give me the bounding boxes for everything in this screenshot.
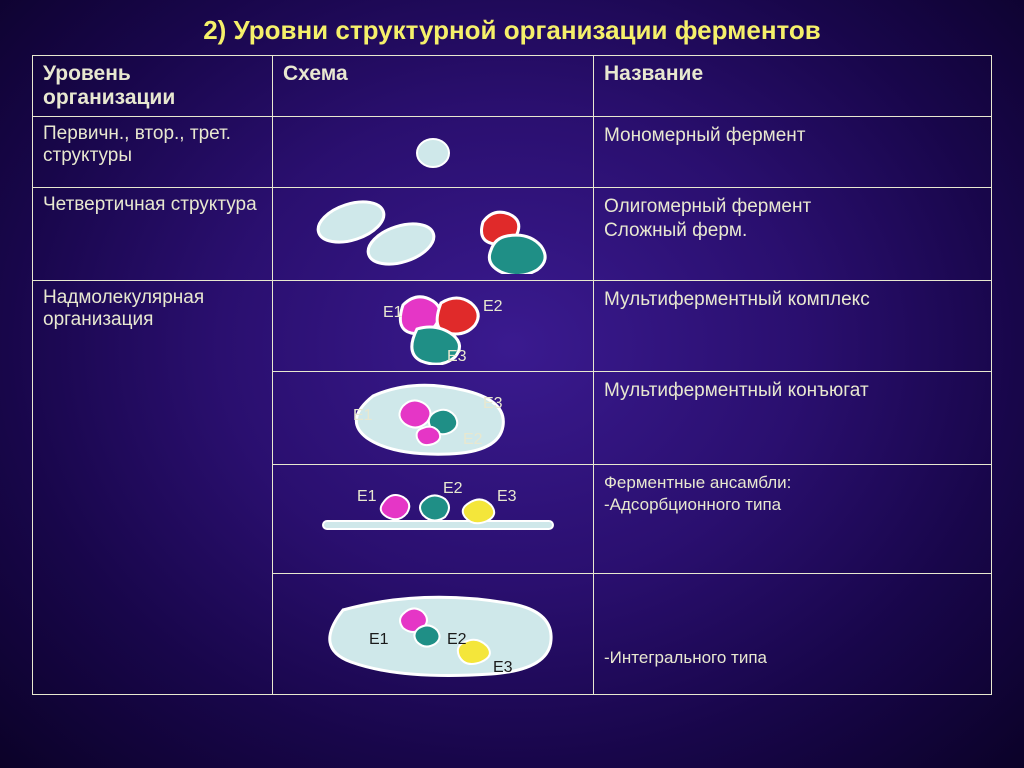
- level-cell: Четвертичная структура: [33, 187, 273, 280]
- row-monomeric: Первичн., втор., трет. структуры Мономер…: [33, 116, 992, 187]
- scheme-cell: [273, 187, 594, 280]
- name-text: Сложный ферм.: [604, 220, 981, 242]
- level-cell: Первичн., втор., трет. структуры: [33, 116, 273, 187]
- scheme-cell: E1 E3 E2: [273, 371, 594, 464]
- enzyme-table-wrap: Уровень организации Схема Название Перви…: [32, 55, 992, 695]
- name-text: Мономерный фермент: [604, 125, 981, 147]
- name-text: Мультиферментный конъюгат: [604, 380, 981, 402]
- label-e2: E2: [463, 431, 483, 448]
- scheme-multicomplex: E1 E2 E3: [283, 287, 583, 365]
- header-level: Уровень организации: [33, 55, 273, 116]
- header-name: Название: [594, 55, 992, 116]
- name-text: -Интегрального типа: [604, 648, 981, 668]
- label-e1: E1: [353, 407, 373, 424]
- label-e2: E2: [443, 480, 463, 497]
- row-multicomplex: Надмолекулярная организация E1 E2 E3 Мул…: [33, 280, 992, 371]
- label-e1: E1: [383, 304, 403, 321]
- name-cell: -Интегрального типа: [594, 573, 992, 694]
- scheme-conjugate: E1 E3 E2: [283, 378, 583, 458]
- label-e1: E1: [369, 631, 389, 648]
- name-text: Мультиферментный комплекс: [604, 289, 981, 311]
- level-cell: Надмолекулярная организация: [33, 280, 273, 694]
- label-e3: E3: [447, 348, 467, 365]
- label-e1: E1: [357, 488, 377, 505]
- name-text: Олигомерный фермент: [604, 196, 981, 218]
- name-cell: Олигомерный фермент Сложный ферм.: [594, 187, 992, 280]
- label-e3: E3: [493, 659, 513, 676]
- name-cell: Мультиферментный комплекс: [594, 280, 992, 371]
- scheme-cell: E1 E2 E3: [273, 464, 594, 573]
- name-cell: Ферментные ансамбли: -Адсорбционного тип…: [594, 464, 992, 573]
- scheme-integral: E1 E2 E3: [283, 580, 583, 688]
- label-e2: E2: [483, 298, 503, 315]
- scheme-oligomeric: [283, 194, 583, 274]
- enzyme-table: Уровень организации Схема Название Перви…: [32, 55, 992, 695]
- row-oligomeric: Четвертичная структура Олигомерный ферме…: [33, 187, 992, 280]
- name-text: -Адсорбционного типа: [604, 495, 981, 515]
- label-e3: E3: [497, 488, 517, 505]
- header-row: Уровень организации Схема Название: [33, 55, 992, 116]
- header-scheme: Схема: [273, 55, 594, 116]
- name-text: Ферментные ансамбли:: [604, 473, 981, 493]
- name-cell: Мономерный фермент: [594, 116, 992, 187]
- scheme-cell: E1 E2 E3: [273, 573, 594, 694]
- scheme-monomeric: [283, 123, 583, 181]
- scheme-adsorption: E1 E2 E3: [283, 471, 583, 567]
- name-cell: Мультиферментный конъюгат: [594, 371, 992, 464]
- scheme-cell: E1 E2 E3: [273, 280, 594, 371]
- label-e3: E3: [483, 395, 503, 412]
- scheme-cell: [273, 116, 594, 187]
- label-e2: E2: [447, 631, 467, 648]
- slide-title: 2) Уровни структурной организации фермен…: [0, 0, 1024, 55]
